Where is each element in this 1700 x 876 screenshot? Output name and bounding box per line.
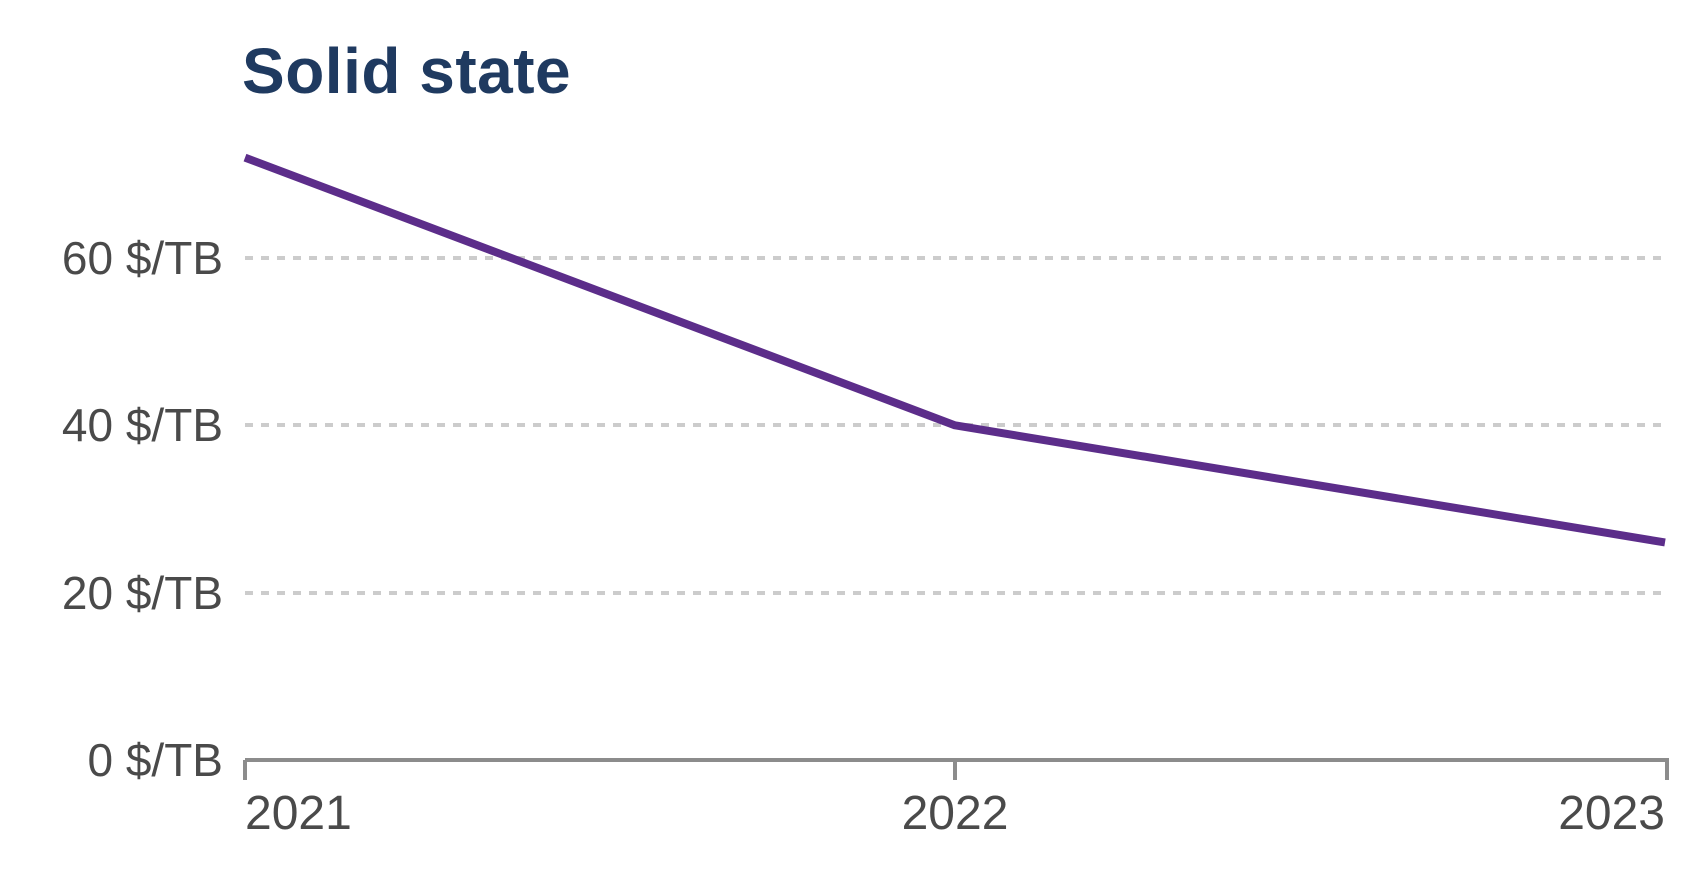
x-axis-tick-label: 2021 [245,787,352,840]
y-axis-labels: 0 $/TB 20 $/TB 40 $/TB 60 $/TB [0,0,223,876]
y-axis-tick-label: 20 $/TB [61,566,223,619]
x-axis-tick-label: 2022 [901,787,1009,840]
chart-title: Solid state [242,35,572,107]
price-line-series [243,153,1666,547]
x-axis-tick [953,760,957,780]
y-axis-tick-label: 40 $/TB [61,399,223,452]
x-axis-line [245,758,1669,762]
y-axis-tick-label: 0 $/TB [87,734,223,786]
gridline-60 [245,256,1665,260]
y-axis-tick-label: 60 $/TB [61,232,223,284]
gridline-20 [245,590,1665,595]
x-axis-tick [1665,760,1669,780]
x-axis-tick [243,760,247,780]
x-axis-tick-label: 2023 [1558,787,1665,840]
